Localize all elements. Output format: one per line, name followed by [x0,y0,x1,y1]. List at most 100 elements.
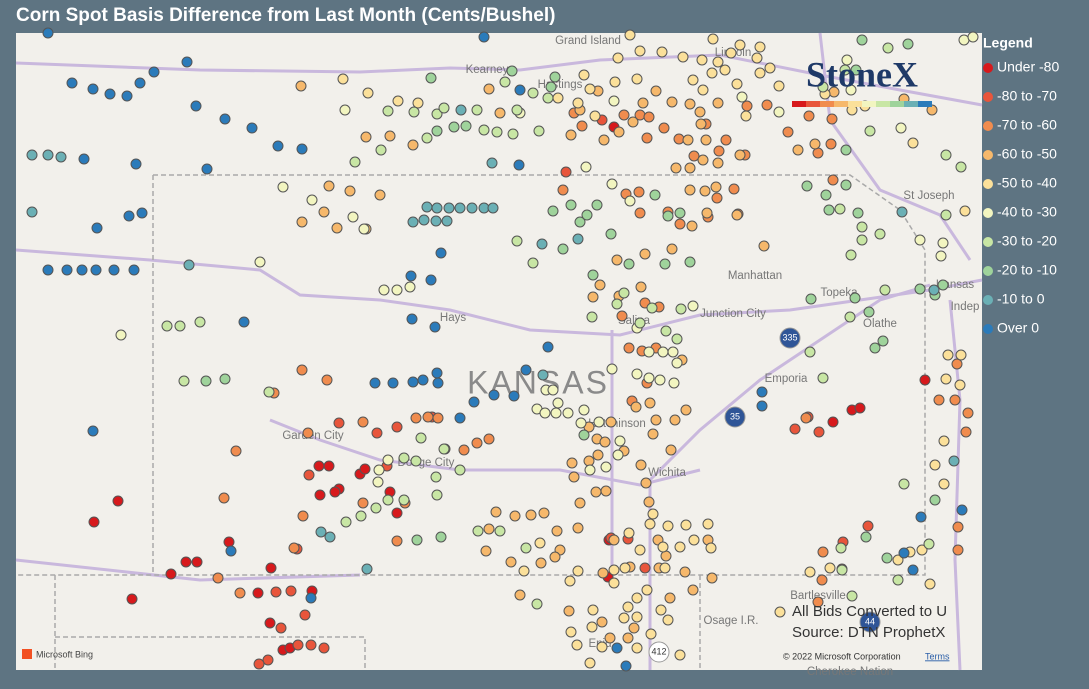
bid-marker [599,436,611,448]
bid-marker [846,590,858,602]
bid-marker [856,34,868,46]
bid-marker [616,310,628,322]
bid-marker [702,518,714,530]
bid-marker [605,416,617,428]
map-bg [16,33,982,670]
bid-marker [662,210,674,222]
title: Corn Spot Basis Difference from Last Mon… [16,5,555,26]
bid-marker [398,494,410,506]
bid-marker [478,31,490,43]
bid-marker [914,283,926,295]
logo-bar-part [792,101,806,107]
bid-marker [754,41,766,53]
bid-marker [611,254,623,266]
logo-bar-part [806,101,820,107]
bid-marker [639,562,651,574]
bid-marker [660,550,672,562]
bid-marker [827,416,839,428]
bid-marker [417,374,429,386]
bid-marker [306,194,318,206]
logo-bar-part [834,101,848,107]
bid-marker [564,575,576,587]
bid-marker [881,552,893,564]
bid-marker [919,374,931,386]
legend-swatch [983,63,993,73]
bid-marker [333,417,345,429]
bid-marker [611,642,623,654]
bid-marker [622,601,634,613]
bid-marker [254,256,266,268]
terms-link[interactable]: Terms [925,651,950,661]
bid-marker [277,181,289,193]
bid-marker [296,364,308,376]
legend-label: -40 to -30 [997,204,1057,220]
bid-marker [412,97,424,109]
bid-marker [840,179,852,191]
bid-marker [686,220,698,232]
bid-marker [275,622,287,634]
bid-marker [165,568,177,580]
bid-marker [499,76,511,88]
bid-marker [606,363,618,375]
bid-marker [940,149,952,161]
shield [779,327,801,349]
bid-marker [731,78,743,90]
bid-marker [329,486,341,498]
bid-marker [637,97,649,109]
bid-marker [362,87,374,99]
bid-marker [549,71,561,83]
bid-marker [914,234,926,246]
bid-marker [566,457,578,469]
bid-marker [826,113,838,125]
bid-marker [800,412,812,424]
bid-marker [87,83,99,95]
bid-marker [108,264,120,276]
bid-marker [606,178,618,190]
bid-marker [391,421,403,433]
bid-marker [598,134,610,146]
bid-marker [774,606,786,618]
bid-marker [514,589,526,601]
bid-marker [130,158,142,170]
bid-marker [644,518,656,530]
bid-marker [270,586,282,598]
bid-marker [834,203,846,215]
bid-marker [432,377,444,389]
bid-marker [435,247,447,259]
bid-marker [713,145,725,157]
bid-marker [547,384,559,396]
bid-marker [700,134,712,146]
bid-marker [587,291,599,303]
shield-label: 335 [782,332,797,342]
bid-marker [218,492,230,504]
bid-marker [534,537,546,549]
bid-marker [804,566,816,578]
bid-marker [761,99,773,111]
bid-marker [574,497,586,509]
bid-marker [531,598,543,610]
bid-marker [630,401,642,413]
bid-marker [545,81,557,93]
bid-marker [552,92,564,104]
bid-marker [357,416,369,428]
bid-marker [608,534,620,546]
bid-marker [706,67,718,79]
bid-marker [635,281,647,293]
bid-marker [565,199,577,211]
bid-marker [581,209,593,221]
bid-marker [620,660,632,672]
bid-marker [296,143,308,155]
bid-marker [557,243,569,255]
bid-marker [773,80,785,92]
bid-marker [816,574,828,586]
bid-marker [565,626,577,638]
bid-marker [849,292,861,304]
bid-marker [823,204,835,216]
bid-marker [406,313,418,325]
copyright: © 2022 Microsoft Corporation [783,651,901,661]
legend-title: Legend [983,35,1033,51]
bid-marker [707,33,719,45]
bid-marker [764,62,776,74]
bid-marker [369,377,381,389]
